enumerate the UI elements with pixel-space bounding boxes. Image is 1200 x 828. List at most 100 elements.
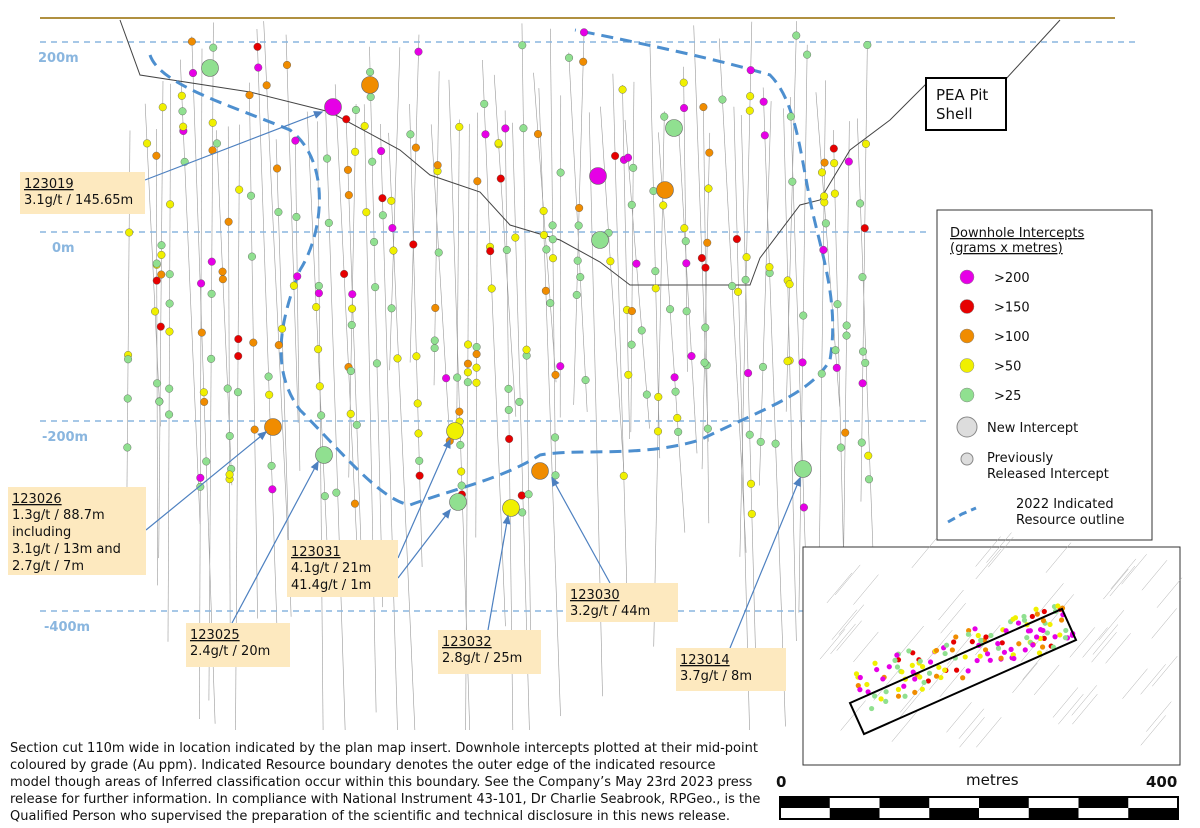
inset-dot	[894, 652, 900, 658]
inset-hole	[1140, 715, 1166, 746]
inset-hole	[938, 589, 964, 621]
new-intercept	[446, 422, 464, 440]
arrow-head	[257, 431, 268, 441]
inset-dot	[872, 660, 878, 666]
intercept	[455, 122, 464, 131]
inset-hole	[838, 604, 865, 635]
intercept	[351, 147, 360, 156]
inset-dot	[1016, 641, 1022, 647]
intercept	[504, 405, 513, 414]
inset-dot	[1037, 626, 1044, 633]
elevation-label: -200m	[42, 430, 88, 445]
arrow-head	[502, 514, 511, 525]
intercept	[670, 373, 679, 382]
intercept	[179, 122, 188, 131]
intercept	[315, 382, 324, 391]
intercept	[347, 320, 356, 329]
inset-dot	[921, 679, 927, 686]
intercept	[785, 280, 794, 289]
intercept	[413, 399, 422, 408]
inset-dot	[933, 647, 940, 654]
inset-dot	[1033, 606, 1039, 612]
intercept	[207, 257, 216, 266]
drill-hole	[573, 28, 585, 405]
inset-dot	[917, 658, 923, 664]
drill-hole	[227, 126, 231, 662]
intercept	[654, 392, 663, 401]
new-intercept	[656, 181, 674, 199]
drill-hole	[653, 111, 665, 647]
scale-seg	[1128, 808, 1178, 819]
intercept	[455, 407, 464, 416]
inset-hole	[975, 624, 1001, 656]
intercept	[515, 397, 524, 406]
intercept	[546, 299, 555, 308]
intercept	[565, 53, 574, 62]
drill-hole	[180, 59, 201, 525]
intercept	[627, 340, 636, 349]
drill-hole	[630, 81, 635, 433]
inset-dot	[1012, 615, 1019, 621]
inset-dot	[855, 683, 861, 689]
intercept	[481, 130, 490, 139]
drill-hole	[191, 36, 216, 724]
legend-swatch	[959, 387, 975, 403]
intercept	[542, 245, 551, 254]
legend-label: Previously	[987, 451, 1054, 466]
intercept	[472, 378, 481, 387]
elevation-label: -400m	[44, 620, 90, 635]
intercept	[624, 153, 633, 162]
intercept	[388, 224, 397, 233]
intercept	[268, 485, 277, 494]
intercept	[323, 154, 332, 163]
drill-hole	[334, 84, 359, 571]
drill-hole	[256, 29, 279, 654]
drill-hole	[703, 104, 710, 524]
inset-dot	[995, 640, 1001, 647]
intercept	[202, 457, 211, 466]
inset-dot	[969, 639, 975, 645]
inset-dot	[960, 675, 966, 681]
intercept	[123, 443, 132, 452]
legend-label: >200	[994, 271, 1030, 286]
arrow-head	[441, 508, 451, 519]
new-intercept	[589, 167, 607, 185]
inset-hole	[1109, 565, 1136, 597]
intercept	[250, 425, 259, 434]
drill-hole	[167, 83, 171, 642]
inset-hole	[1122, 668, 1148, 699]
inset-dot	[919, 686, 925, 692]
drill-hole	[739, 21, 753, 557]
intercept	[233, 388, 242, 397]
legend-label: Released Intercept	[987, 467, 1109, 482]
inset-dot	[912, 689, 918, 696]
intercept	[541, 286, 550, 295]
inset-hole	[1091, 632, 1117, 663]
intercept	[486, 247, 495, 256]
scale-seg	[829, 808, 880, 819]
scale-seg	[929, 808, 979, 819]
arrow-head	[443, 438, 451, 449]
intercept	[197, 328, 206, 337]
intercept	[473, 177, 482, 186]
inset-dot	[1044, 630, 1051, 636]
inset-dot	[943, 642, 950, 648]
intercept	[188, 69, 197, 78]
callout-box	[8, 487, 146, 575]
intercept	[207, 354, 216, 363]
scale-seg	[1028, 808, 1079, 819]
intercept	[533, 130, 542, 139]
inset-dot	[864, 681, 870, 688]
drill-hole	[409, 34, 420, 363]
drill-hole	[693, 25, 709, 442]
inset-hole	[911, 537, 938, 569]
inset-hole	[988, 536, 1014, 568]
caption-line: coloured by grade (Au ppm). Indicated Re…	[10, 758, 716, 773]
intercept	[254, 63, 263, 72]
inset-dot	[857, 674, 863, 681]
new-intercept	[324, 98, 342, 116]
intercept	[501, 124, 510, 133]
inset-hole	[1141, 560, 1168, 591]
legend-label: >25	[994, 389, 1021, 404]
inset-dot	[1001, 649, 1008, 655]
